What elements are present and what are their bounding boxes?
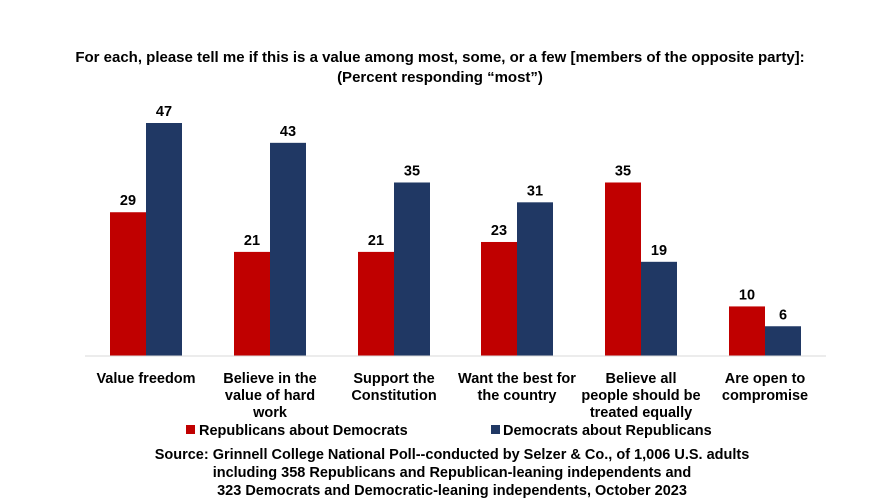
chart-title: For each, please tell me if this is a va… — [75, 49, 804, 66]
data-label: 31 — [527, 183, 543, 199]
category-label: value of hard — [225, 388, 315, 404]
category-label: Believe all — [606, 371, 677, 387]
data-label: 21 — [368, 233, 384, 249]
legend: Republicans about Democrats Democrats ab… — [186, 423, 712, 439]
source-line-3: 323 Democrats and Democratic-leaning ind… — [217, 483, 687, 499]
bar-republicans — [729, 306, 765, 356]
category-label: Want the best for — [458, 371, 576, 387]
data-label: 35 — [615, 163, 631, 179]
bar-democrats — [270, 142, 306, 356]
source-line-2: including 358 Republicans and Republican… — [213, 465, 692, 481]
data-label: 47 — [156, 104, 172, 120]
bar-democrats — [641, 261, 677, 356]
bar-republicans — [234, 251, 270, 356]
data-label: 6 — [779, 307, 787, 323]
category-label: Believe in the — [223, 371, 316, 387]
data-label: 43 — [280, 124, 296, 140]
category-label: Value freedom — [96, 371, 195, 387]
data-label: 23 — [491, 223, 507, 239]
category-label: the country — [478, 388, 557, 404]
data-label: 19 — [651, 243, 667, 259]
bar-republicans — [605, 182, 641, 356]
bar-republicans — [358, 251, 394, 356]
chart-subtitle: (Percent responding “most”) — [337, 69, 543, 86]
data-label: 10 — [739, 287, 755, 303]
bar-democrats — [517, 202, 553, 356]
legend-swatch-republicans — [186, 425, 195, 434]
category-label: Are open to — [725, 371, 806, 387]
category-label: treated equally — [590, 405, 692, 421]
data-label: 21 — [244, 233, 260, 249]
source-line-1: Source: Grinnell College National Poll--… — [155, 447, 750, 463]
data-label: 35 — [404, 163, 420, 179]
category-label: Support the — [353, 371, 434, 387]
data-label: 29 — [120, 193, 136, 209]
legend-label-democrats: Democrats about Republicans — [503, 423, 712, 439]
bar-democrats — [394, 182, 430, 356]
bar-democrats — [146, 123, 182, 356]
category-label: compromise — [722, 388, 808, 404]
legend-swatch-democrats — [491, 425, 500, 434]
bar-democrats — [765, 326, 801, 356]
legend-label-republicans: Republicans about Democrats — [199, 423, 408, 439]
category-label: people should be — [581, 388, 700, 404]
bar-republicans — [110, 212, 146, 356]
category-label: Constitution — [351, 388, 436, 404]
category-label: work — [252, 405, 288, 421]
bar-republicans — [481, 241, 517, 356]
